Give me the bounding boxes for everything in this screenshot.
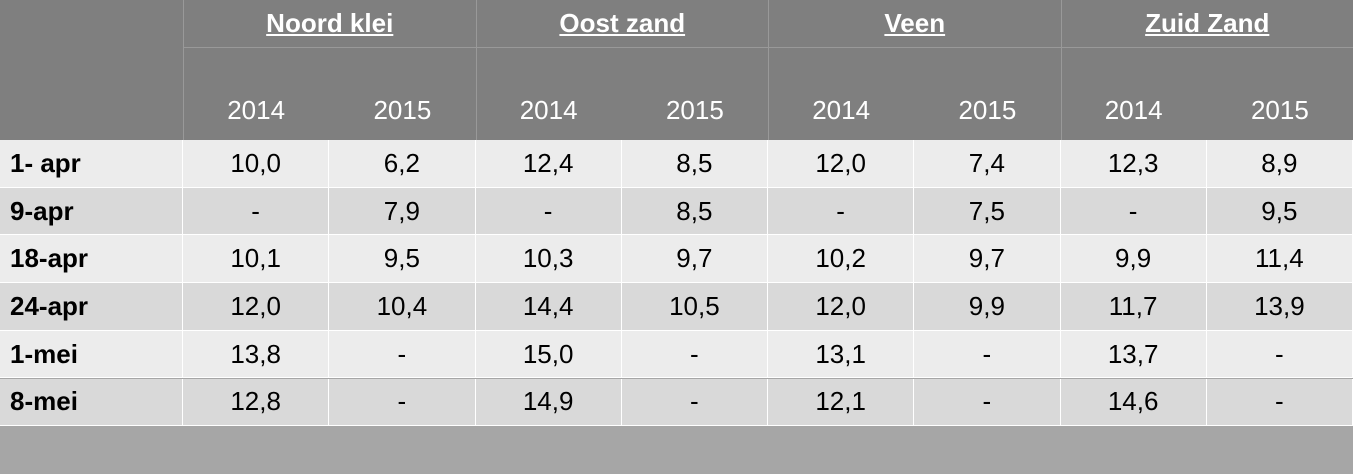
data-cell: - (1206, 378, 1353, 427)
data-cell: - (621, 378, 768, 427)
data-cell: 7,9 (329, 187, 476, 236)
data-cell: - (183, 187, 330, 236)
group-header: Zuid Zand (1060, 0, 1353, 47)
year-header: 2015 (1250, 94, 1309, 125)
year-band (183, 47, 476, 140)
year-header: 2014 (519, 94, 578, 125)
row-label: 24-apr (0, 283, 183, 331)
data-cell: 14,4 (475, 283, 622, 331)
data-cell: 12,3 (1060, 140, 1207, 188)
data-cell: 12,0 (768, 140, 915, 188)
data-cell: 11,7 (1060, 283, 1207, 331)
data-cell: - (1206, 330, 1353, 379)
data-cell: - (1060, 187, 1207, 236)
year-band (768, 47, 1061, 140)
data-cell: 12,0 (768, 283, 915, 331)
data-cell: 10,4 (329, 283, 476, 331)
data-cell: 7,4 (914, 140, 1061, 188)
data-cell: 10,1 (183, 235, 330, 284)
data-cell: 9,7 (621, 235, 768, 284)
year-band (1060, 47, 1353, 140)
data-cell: - (914, 330, 1061, 379)
data-cell: - (329, 330, 476, 379)
group-header: Noord klei (183, 0, 476, 47)
row-label: 18-apr (0, 235, 183, 284)
data-cell: - (621, 330, 768, 379)
year-band (475, 47, 768, 140)
data-cell: 12,8 (183, 378, 330, 427)
year-header: 2015 (665, 94, 724, 125)
data-cell: 6,2 (329, 140, 476, 188)
year-header: 2014 (227, 94, 286, 125)
data-cell: 13,9 (1206, 283, 1353, 331)
header-corner (0, 0, 183, 140)
row-label: 9-apr (0, 187, 183, 236)
year-header: 2015 (958, 94, 1017, 125)
data-cell: 9,5 (1206, 187, 1353, 236)
data-cell: 13,1 (768, 330, 915, 379)
data-cell: 7,5 (914, 187, 1061, 236)
group-header: Veen (768, 0, 1061, 47)
data-cell: 14,6 (1060, 378, 1207, 427)
row-label: 1- apr (0, 140, 183, 188)
data-cell: 12,1 (768, 378, 915, 427)
data-cell: 10,0 (183, 140, 330, 188)
row-label: 1-mei (0, 330, 183, 379)
year-header: 2015 (373, 94, 432, 125)
data-cell: 13,7 (1060, 330, 1207, 379)
data-cell: - (329, 378, 476, 427)
row-label: 8-mei (0, 378, 183, 427)
data-cell: 10,5 (621, 283, 768, 331)
data-cell: 9,5 (329, 235, 476, 284)
data-cell: 9,9 (1060, 235, 1207, 284)
data-cell: - (475, 187, 622, 236)
data-cell: 14,9 (475, 378, 622, 427)
data-cell: 10,3 (475, 235, 622, 284)
data-cell: 15,0 (475, 330, 622, 379)
data-cell: 8,9 (1206, 140, 1353, 188)
data-cell: 12,4 (475, 140, 622, 188)
data-cell: 9,7 (914, 235, 1061, 284)
data-cell: - (914, 378, 1061, 427)
data-cell: 12,0 (183, 283, 330, 331)
data-cell: - (768, 187, 915, 236)
year-header: 2014 (812, 94, 871, 125)
data-cell: 13,8 (183, 330, 330, 379)
year-header: 2014 (1104, 94, 1163, 125)
group-header: Oost zand (475, 0, 768, 47)
data-cell: 10,2 (768, 235, 915, 284)
data-cell: 8,5 (621, 140, 768, 188)
data-cell: 9,9 (914, 283, 1061, 331)
data-cell: 8,5 (621, 187, 768, 236)
data-cell: 11,4 (1206, 235, 1353, 284)
